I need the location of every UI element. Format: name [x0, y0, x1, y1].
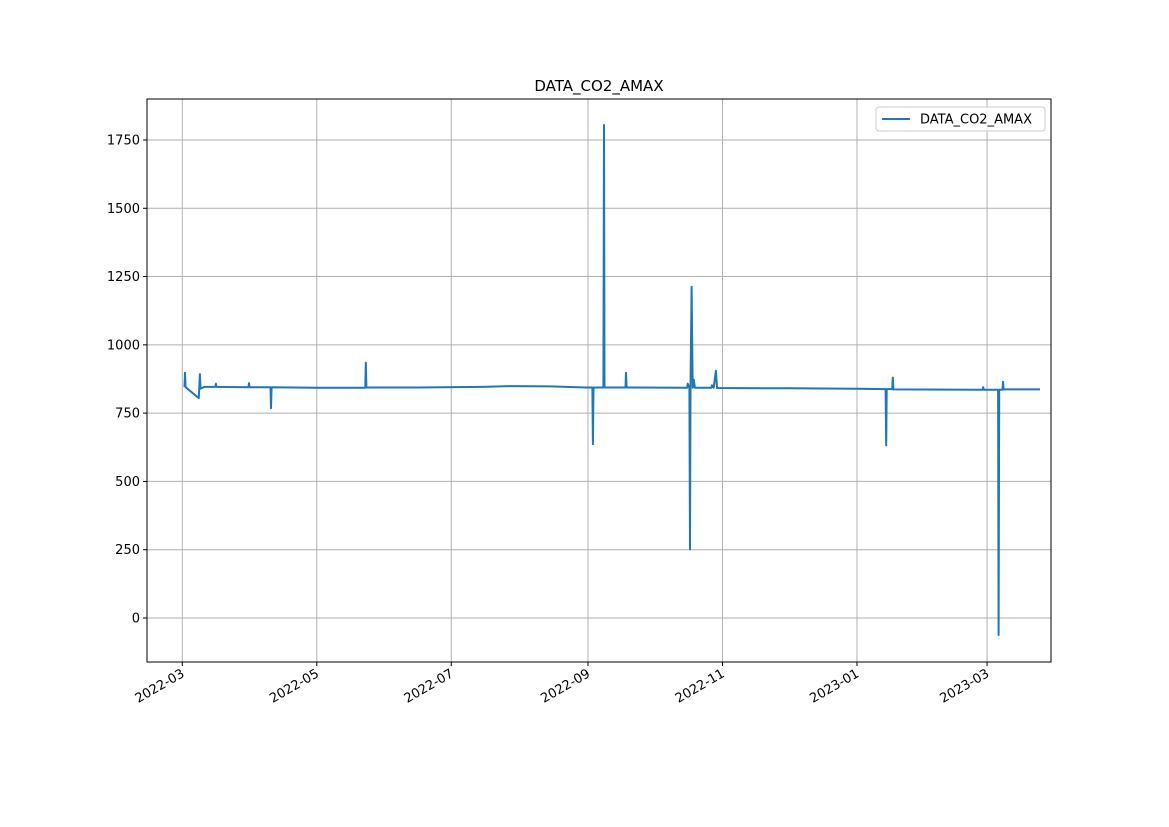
grid — [147, 99, 1051, 662]
x-tick-label: 2023-01 — [807, 666, 862, 706]
y-tick-label: 500 — [115, 475, 140, 490]
y-tick-label: 1000 — [107, 338, 140, 353]
x-tick-label: 2022-05 — [267, 666, 322, 706]
plot-frame — [146, 98, 1052, 663]
y-tick-label: 750 — [115, 407, 140, 422]
x-tick-label: 2023-03 — [938, 666, 993, 706]
series-lines — [183, 124, 1040, 636]
x-tick-label: 2022-07 — [402, 666, 457, 706]
series-line — [183, 124, 1040, 636]
x-tick-label: 2022-03 — [133, 666, 188, 706]
chart-title: DATA_CO2_AMAX — [534, 77, 663, 96]
y-axis: 0 250 500 750 1000 1250 1500 1750 — [107, 133, 147, 627]
y-tick-label: 0 — [132, 612, 140, 627]
x-tick-label: 2022-09 — [538, 666, 593, 706]
x-tick-label: 2022-11 — [673, 666, 728, 706]
x-axis: 2022-03 2022-05 2022-07 2022-09 2022-11 2023-… — [133, 662, 992, 707]
y-tick-label: 1500 — [107, 202, 140, 217]
y-tick-label: 250 — [115, 543, 140, 558]
y-tick-label: 1250 — [107, 270, 140, 285]
y-tick-label: 1750 — [107, 133, 140, 148]
legend-label: DATA_CO2_AMAX — [920, 113, 1032, 128]
legend: DATA_CO2_AMAX — [875, 106, 1046, 132]
